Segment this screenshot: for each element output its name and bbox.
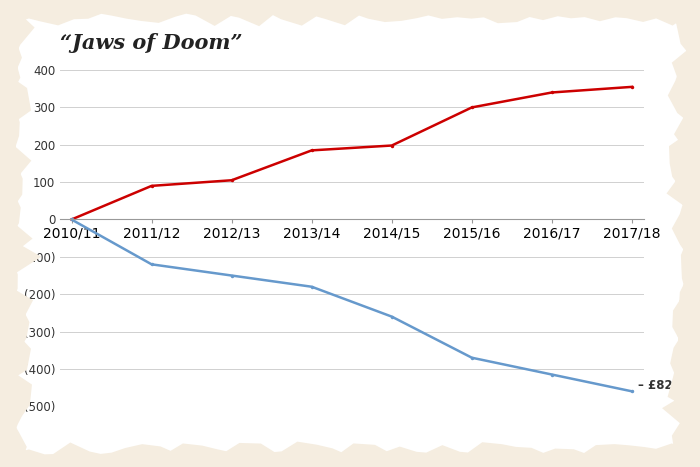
Text: “Jaws of Doom”: “Jaws of Doom” <box>60 33 242 53</box>
Legend: Pressures, Grant Reductions: Pressures, Grant Reductions <box>193 452 452 467</box>
Text: – £822m: – £822m <box>638 379 693 392</box>
